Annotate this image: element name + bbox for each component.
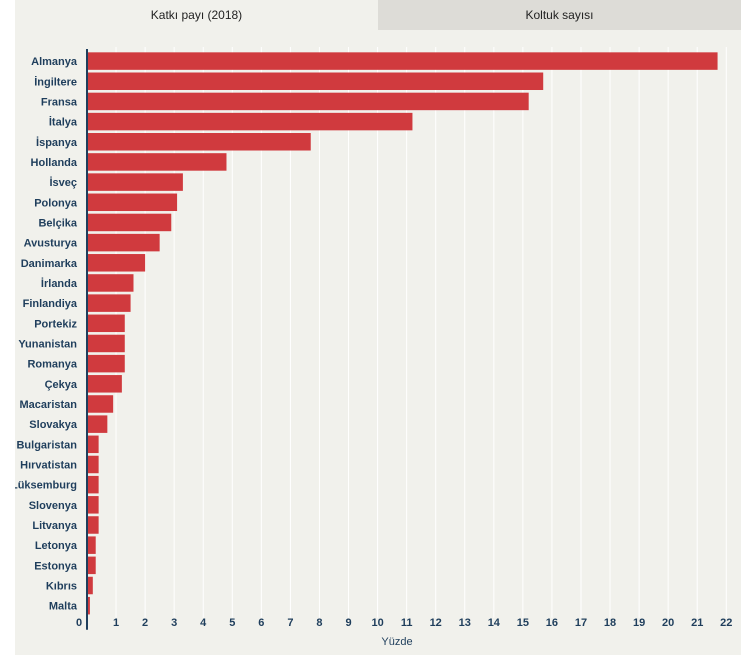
category-label: Macaristan xyxy=(20,399,78,411)
category-label: İsveç xyxy=(49,176,77,189)
bar xyxy=(88,415,108,433)
bar xyxy=(88,254,146,272)
bar xyxy=(88,233,160,252)
x-tick-label: 0 xyxy=(76,617,82,629)
bar xyxy=(88,536,96,554)
category-label: İtalya xyxy=(49,116,78,129)
bar xyxy=(88,395,114,413)
category-label: Litvanya xyxy=(32,520,78,532)
tab-contribution-share[interactable]: Katkı payı (2018) xyxy=(15,0,378,30)
x-tick-label: 16 xyxy=(546,617,558,629)
bar xyxy=(88,294,131,312)
category-label: Belçika xyxy=(38,217,77,229)
category-label: Almanya xyxy=(31,56,78,68)
x-tick-label: 4 xyxy=(200,617,207,629)
x-tick-label: 14 xyxy=(488,617,501,629)
bar xyxy=(88,576,93,595)
category-label: Romanya xyxy=(27,359,77,371)
x-tick-label: 7 xyxy=(287,617,293,629)
x-tick-label: 17 xyxy=(575,617,587,629)
bar xyxy=(88,112,413,131)
x-tick-label: 9 xyxy=(345,617,351,629)
category-label: Fransa xyxy=(41,96,78,108)
bar xyxy=(88,435,99,454)
chart-panel: Almanya İngiltere Fransa İtalya İspanya Holla… xyxy=(15,30,741,655)
category-label: Slovakya xyxy=(29,419,78,431)
bar xyxy=(88,153,227,171)
tab-seat-count[interactable]: Koltuk sayısı xyxy=(378,0,741,30)
category-label: Letonya xyxy=(35,540,78,552)
x-tick-label: 5 xyxy=(229,617,235,629)
tab-bar: Katkı payı (2018) Koltuk sayısı xyxy=(15,0,741,30)
category-label: İngiltere xyxy=(34,75,77,88)
category-label: Danimarka xyxy=(21,258,78,270)
bar xyxy=(88,274,134,292)
bar xyxy=(88,314,125,333)
bar xyxy=(88,596,90,615)
bar xyxy=(88,556,96,575)
x-tick-label: 13 xyxy=(459,617,471,629)
x-tick-label: 15 xyxy=(517,617,529,629)
bar xyxy=(88,334,125,353)
category-label: Kıbrıs xyxy=(46,581,77,593)
bar xyxy=(88,455,99,474)
category-label: Slovenya xyxy=(29,500,78,512)
bar xyxy=(88,52,718,70)
category-label: Hollanda xyxy=(31,157,78,169)
x-tick-label: 21 xyxy=(691,617,703,629)
category-label: Finlandiya xyxy=(23,298,78,310)
bar xyxy=(88,475,99,494)
category-label: Avusturya xyxy=(24,238,78,250)
x-tick-label: 18 xyxy=(604,617,616,629)
x-tick-label: 6 xyxy=(258,617,264,629)
bar-chart: Almanya İngiltere Fransa İtalya İspanya Holla… xyxy=(15,47,732,648)
category-label: Çekya xyxy=(45,379,78,391)
bar xyxy=(88,213,172,232)
x-tick-label: 20 xyxy=(662,617,674,629)
x-tick-label: 3 xyxy=(171,617,177,629)
bar xyxy=(88,496,99,514)
x-tick-label: 11 xyxy=(401,617,413,629)
category-label: İrlanda xyxy=(41,277,78,290)
bar xyxy=(88,72,544,91)
bar xyxy=(88,375,122,393)
x-axis-title: Yüzde xyxy=(381,636,412,648)
x-tick-label: 2 xyxy=(142,617,148,629)
x-tick-label: 22 xyxy=(720,617,732,629)
category-label: Polonya xyxy=(34,197,78,209)
bar xyxy=(88,173,183,191)
x-tick-label: 1 xyxy=(113,617,119,629)
x-tick-label: 12 xyxy=(430,617,442,629)
category-label: Lüksemburg xyxy=(15,480,77,492)
category-label: Yunanistan xyxy=(18,338,77,350)
category-label: Portekiz xyxy=(34,318,77,330)
bar xyxy=(88,92,529,111)
bar xyxy=(88,133,311,151)
category-label: İspanya xyxy=(36,136,78,149)
category-label: Bulgaristan xyxy=(16,439,77,451)
bar xyxy=(88,516,99,534)
bar xyxy=(88,193,178,212)
category-label: Estonya xyxy=(34,560,78,572)
x-tick-label: 19 xyxy=(633,617,645,629)
bar xyxy=(88,354,125,373)
x-tick-label: 8 xyxy=(316,617,322,629)
category-label: Hırvatistan xyxy=(20,459,77,471)
x-tick-label: 10 xyxy=(371,617,383,629)
category-label: Malta xyxy=(49,601,78,613)
